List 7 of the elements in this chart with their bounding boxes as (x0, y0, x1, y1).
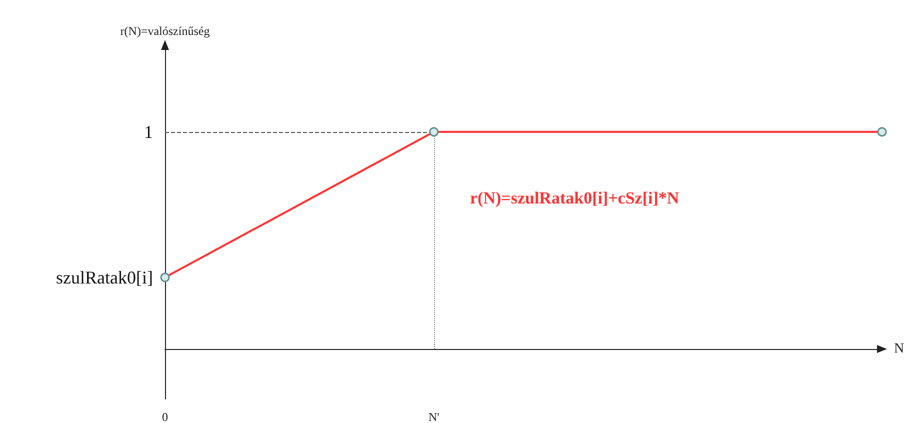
x-axis-title: N (894, 342, 904, 357)
text: r(N)=valószínűség (120, 24, 210, 38)
x-tick-label: 0 (162, 410, 168, 423)
x-tick-label: N' (428, 410, 440, 423)
annotation: szulRatak0[i] (56, 267, 153, 288)
annotation: 1 (144, 122, 153, 142)
annotation: r(N)=szulRatak0[i]+cSz[i]*N (470, 188, 680, 208)
